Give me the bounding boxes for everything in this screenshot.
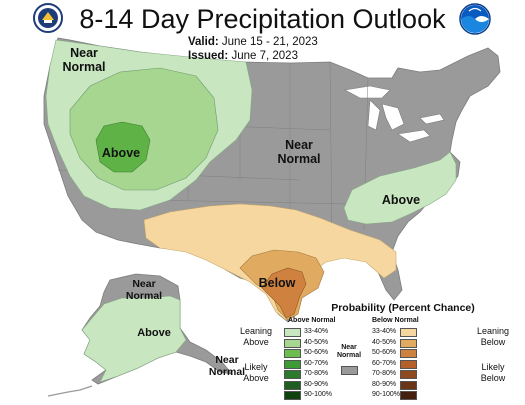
- below-range-0: 33-40%: [372, 328, 397, 335]
- leaning-below-label: Leaning Below: [470, 326, 516, 348]
- above-swatch-4: [284, 370, 301, 379]
- below-swatch-6: [400, 391, 417, 400]
- alaska-near-normal-line2: Normal: [125, 290, 163, 302]
- near-normal-line2: Normal: [336, 352, 362, 359]
- alaska-above: [81, 295, 187, 383]
- leaning-above-line1: Leaning: [239, 326, 273, 336]
- probability-legend: Probability (Percent Chance) Above Norma…: [234, 302, 520, 402]
- east-above-light: [343, 151, 457, 225]
- page-title: 8-14 Day Precipitation Outlook: [79, 4, 446, 34]
- above-swatch-0: [284, 328, 301, 337]
- legend-above-header: Above Normal: [288, 317, 336, 324]
- alaska-near-normal-line1: Near: [132, 278, 156, 290]
- above-range-0: 33-40%: [304, 328, 329, 335]
- nw-near-normal-line1: Near: [70, 46, 98, 60]
- issued-label: Issued:: [188, 50, 229, 62]
- legend-near-normal-label: Near Normal: [334, 344, 364, 360]
- above-range-2: 50-60%: [304, 349, 329, 356]
- leaning-above-label: Leaning Above: [234, 326, 278, 348]
- alaska-near-normal-label: Near Normal: [120, 278, 168, 302]
- below-swatch-5: [400, 380, 417, 390]
- below-swatch-0: [400, 328, 417, 337]
- below-range-2: 50-60%: [372, 349, 397, 356]
- above-swatch-6: [284, 391, 301, 400]
- nw-near-normal-label: Near Normal: [62, 46, 106, 74]
- leaning-above-line2: Above: [243, 337, 269, 347]
- above-range-6: 90-100%: [304, 391, 333, 398]
- issued-date: Issued: June 7, 2023: [188, 50, 298, 62]
- se-alaska-near-normal-line1: Near: [215, 354, 239, 366]
- south-below-label: Below: [258, 276, 296, 290]
- above-range-5: 80-90%: [304, 380, 329, 388]
- valid-dates: Valid: June 15 - 21, 2023: [188, 36, 318, 48]
- likely-below-label: Likely Below: [470, 362, 516, 384]
- below-range-4: 70-80%: [372, 370, 397, 377]
- legend-near-normal-swatch: [341, 366, 358, 375]
- likely-above-line1: Likely: [244, 362, 268, 372]
- noaa-logo-icon: [459, 3, 491, 35]
- near-normal-line1: Near: [341, 344, 357, 351]
- likely-above-line2: Above: [243, 373, 269, 383]
- below-range-3: 60-70%: [372, 359, 397, 367]
- above-swatch-5: [284, 380, 301, 390]
- below-swatch-2: [400, 349, 417, 358]
- likely-below-line1: Likely: [481, 362, 505, 372]
- east-above-label: Above: [381, 193, 421, 207]
- central-near-normal-line2: Normal: [277, 152, 321, 166]
- above-swatch-3: [284, 359, 301, 369]
- central-near-normal-line1: Near: [285, 138, 313, 152]
- above-swatch-1: [284, 338, 301, 348]
- leaning-below-line1: Leaning: [476, 326, 510, 336]
- above-range-3: 60-70%: [304, 359, 329, 367]
- legend-below-header: Below Normal: [372, 317, 419, 324]
- above-range-1: 40-50%: [304, 338, 329, 346]
- likely-above-label: Likely Above: [234, 362, 278, 384]
- west-above-dark: [95, 121, 151, 173]
- valid-label: Valid:: [188, 36, 219, 48]
- below-range-1: 40-50%: [372, 338, 397, 346]
- below-swatch-4: [400, 370, 417, 379]
- south-below-dark: [261, 267, 307, 319]
- central-near-normal-label: Near Normal: [272, 138, 326, 166]
- west-above-label: Above: [101, 146, 141, 160]
- noaa-commerce-seal-icon: [33, 3, 63, 33]
- below-swatch-3: [400, 359, 417, 369]
- legend-title: Probability (Percent Chance): [331, 302, 475, 314]
- likely-below-line2: Below: [480, 373, 506, 383]
- se-alaska-near-normal-label: Near Normal: [204, 354, 250, 378]
- below-swatch-1: [400, 338, 417, 348]
- above-swatch-2: [284, 349, 301, 358]
- below-range-5: 80-90%: [372, 380, 397, 388]
- below-range-6: 90-100%: [372, 391, 401, 398]
- se-alaska-near-normal-line2: Normal: [208, 366, 246, 378]
- nw-near-normal-line2: Normal: [62, 60, 106, 74]
- valid-value: June 15 - 21, 2023: [221, 36, 318, 48]
- above-range-4: 70-80%: [304, 370, 329, 377]
- alaska-above-label: Above: [137, 327, 171, 339]
- alaska-islands: [47, 385, 93, 397]
- issued-value: June 7, 2023: [231, 50, 298, 62]
- great-lakes: [344, 85, 445, 143]
- leaning-below-line2: Below: [480, 337, 506, 347]
